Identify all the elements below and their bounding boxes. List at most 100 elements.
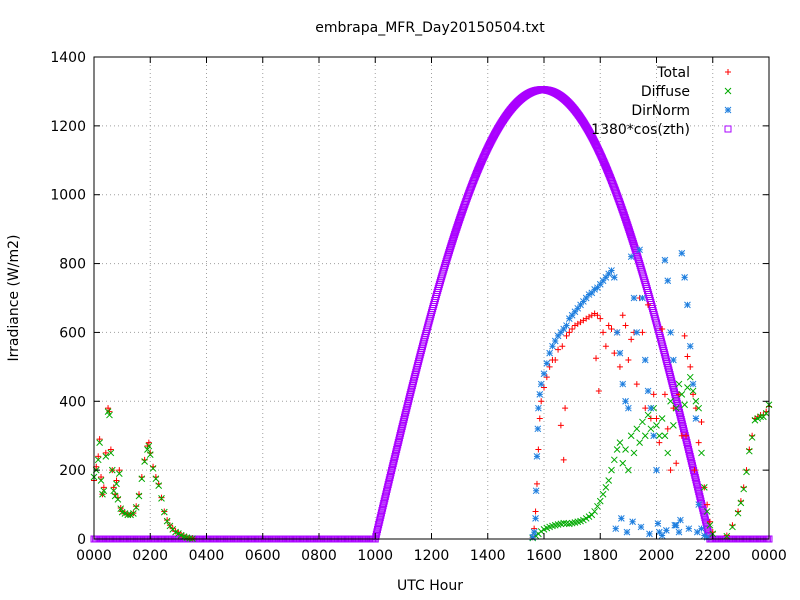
data-point: [694, 483, 702, 491]
data-point: [610, 273, 618, 281]
data-point: [537, 380, 545, 388]
data-point: [670, 356, 677, 364]
data-point: [405, 395, 413, 403]
data-point: [406, 391, 414, 399]
data-point: [608, 325, 615, 332]
x-tick-label: 0400: [189, 548, 225, 564]
data-point: [449, 236, 457, 244]
data-point: [630, 449, 638, 457]
data-point: [532, 487, 540, 495]
data-point: [390, 455, 398, 463]
data-point: [740, 485, 748, 493]
data-point: [388, 464, 396, 472]
data-point: [574, 304, 582, 312]
data-point: [568, 311, 576, 319]
data-point: [684, 384, 691, 391]
data-point: [658, 415, 666, 422]
data-point: [600, 329, 607, 336]
data-point: [662, 353, 669, 361]
data-point: [107, 449, 115, 457]
legend-label: 1380*cos(zth): [591, 122, 690, 138]
data-point: [653, 466, 660, 474]
data-point: [591, 508, 598, 515]
data-point: [565, 315, 573, 323]
data-point: [683, 432, 690, 439]
data-point: [404, 400, 412, 408]
data-point: [641, 356, 649, 364]
data-point: [110, 484, 117, 491]
data-point: [411, 370, 419, 378]
data-point: [446, 245, 454, 253]
data-point: [384, 483, 392, 491]
data-point: [116, 467, 123, 474]
data-point: [130, 510, 137, 517]
data-point: [664, 364, 672, 372]
data-point: [724, 125, 732, 133]
data-point: [381, 495, 389, 503]
data-point: [627, 253, 635, 261]
data-point: [696, 495, 704, 503]
data-point: [404, 397, 412, 405]
data-point: [672, 404, 680, 412]
data-point: [386, 471, 394, 479]
data-point: [401, 411, 409, 419]
data-point: [676, 411, 684, 419]
data-point: [662, 527, 670, 534]
data-point: [537, 528, 545, 535]
data-point: [656, 439, 663, 446]
data-point: [613, 329, 621, 336]
data-point: [538, 398, 545, 405]
data-point: [613, 446, 621, 453]
data-point: [677, 415, 685, 423]
data-point: [723, 532, 731, 540]
data-point: [661, 432, 669, 440]
data-point: [401, 413, 408, 421]
data-point: [675, 528, 683, 536]
data-point: [98, 474, 105, 481]
data-point: [698, 418, 705, 425]
data-point: [408, 382, 416, 390]
data-point: [700, 509, 708, 517]
data-point: [132, 503, 140, 511]
legend: Total Diffuse DirNorm 1380*cos(zth): [591, 65, 732, 138]
data-point: [144, 446, 151, 453]
data-point: [95, 453, 102, 460]
data-point: [372, 533, 380, 541]
data-point: [724, 106, 732, 114]
data-point: [608, 466, 615, 474]
data-point: [605, 477, 613, 484]
y-tick-label: 200: [59, 463, 86, 479]
data-point: [595, 387, 602, 394]
data-point: [704, 526, 712, 534]
data-point: [670, 386, 678, 394]
data-point: [631, 243, 639, 251]
data-point: [407, 388, 415, 396]
data-point: [383, 485, 391, 493]
y-tick-label: 1000: [50, 188, 86, 204]
data-point: [135, 492, 143, 500]
data-point: [602, 343, 609, 350]
data-point: [619, 380, 627, 388]
data-point: [399, 418, 407, 426]
data-point: [665, 366, 673, 374]
data-point: [414, 360, 422, 368]
data-point: [757, 413, 764, 421]
data-point: [666, 370, 674, 378]
y-tick-label: 1200: [50, 119, 86, 135]
data-point: [551, 337, 559, 345]
data-point: [701, 514, 709, 522]
data-point: [687, 363, 694, 370]
data-point: [596, 280, 604, 288]
data-point: [701, 516, 709, 524]
data-point: [372, 530, 380, 538]
data-point: [374, 523, 382, 531]
data-point: [693, 481, 701, 489]
data-point: [680, 425, 687, 433]
data-point: [387, 469, 395, 477]
data-point: [608, 267, 615, 274]
data-point: [696, 492, 704, 500]
x-tick-label: 1200: [414, 548, 450, 564]
data-point: [602, 273, 610, 281]
data-point: [554, 332, 562, 340]
data-point: [702, 518, 710, 526]
